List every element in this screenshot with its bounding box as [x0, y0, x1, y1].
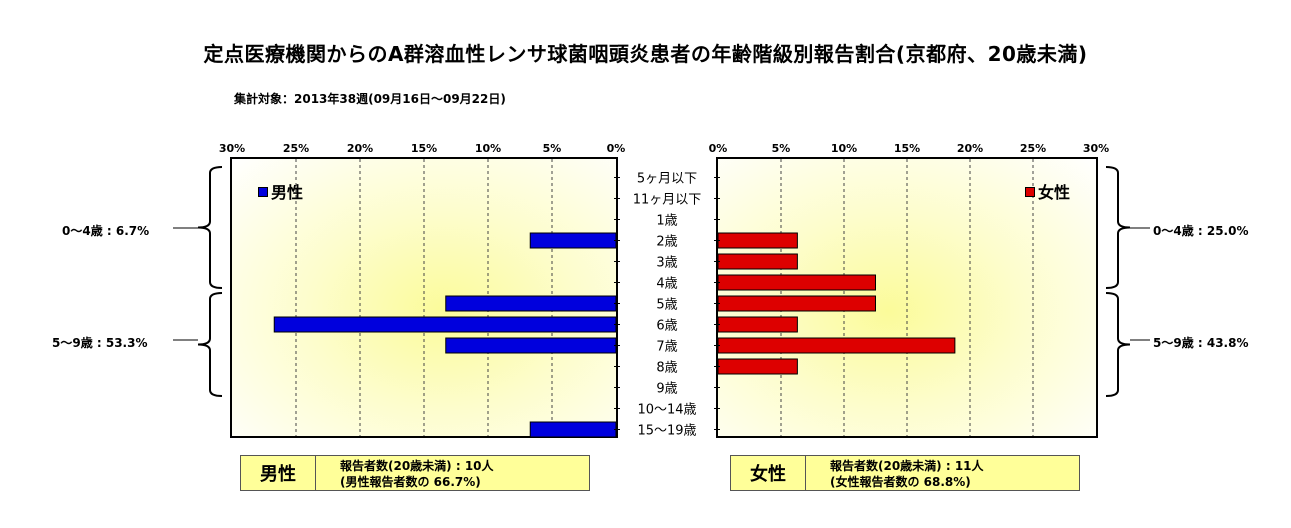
category-label: 5歳	[656, 298, 677, 313]
category-label: 15～19歳	[637, 424, 696, 439]
female-bar	[717, 232, 798, 249]
female-x-tick-label: 0%	[709, 142, 728, 155]
male-bar	[445, 295, 617, 312]
female-summary-count: 報告者数(20歳未満) : 11人	[830, 459, 984, 473]
female-legend-swatch	[1025, 186, 1035, 197]
female-bar	[717, 295, 876, 312]
male-summary-sex: 男性	[241, 456, 316, 490]
female-x-tick-label: 5%	[772, 142, 791, 155]
male-x-tick-label: 5%	[543, 142, 562, 155]
male-group-label-0-4: 0～4歳 : 6.7%	[62, 224, 150, 238]
male-summary-count: 報告者数(20歳未満) : 10人	[340, 459, 494, 473]
female-bar	[717, 274, 876, 291]
male-summary-ratio: (男性報告者数の 66.7%)	[340, 475, 481, 489]
male-group-label-5-9: 5～9歳 : 53.3%	[52, 336, 148, 350]
category-label: 2歳	[656, 235, 677, 250]
female-x-tick-label: 25%	[1020, 142, 1046, 155]
chart-title: 定点医療機関からのA群溶血性レンサ球菌咽頭炎患者の年齢階級別報告割合(京都府、2…	[203, 42, 1088, 66]
male-bar	[529, 421, 617, 438]
male-x-tick-label: 25%	[283, 142, 309, 155]
female-bar	[717, 253, 798, 270]
male-x-tick-label: 20%	[347, 142, 373, 155]
female-summary-sex: 女性	[731, 456, 806, 490]
chart-subtitle: 集計対象：2013年38週(09月16日～09月22日)	[234, 92, 506, 106]
category-label: 5ヶ月以下	[637, 172, 697, 187]
female-bar	[717, 316, 798, 333]
male-x-tick-label: 10%	[475, 142, 501, 155]
female-x-tick-label: 15%	[894, 142, 920, 155]
category-label: 7歳	[656, 340, 677, 355]
female-summary-box: 女性 報告者数(20歳未満) : 11人 (女性報告者数の 68.8%)	[730, 455, 1080, 491]
male-brace-5-9	[197, 292, 223, 397]
category-label: 11ヶ月以下	[633, 193, 702, 208]
category-label: 9歳	[656, 382, 677, 397]
male-x-tick-label: 15%	[411, 142, 437, 155]
male-brace-0-4	[197, 166, 223, 289]
male-bar	[529, 232, 617, 249]
male-x-tick-label: 0%	[607, 142, 626, 155]
female-bar	[717, 337, 956, 354]
female-bar	[717, 358, 798, 375]
category-label: 10～14歳	[637, 403, 696, 418]
category-label: 1歳	[656, 214, 677, 229]
male-bar	[273, 316, 617, 333]
female-group-label-0-4: 0～4歳 : 25.0%	[1153, 224, 1249, 238]
female-brace-5-9	[1105, 292, 1131, 397]
male-legend-swatch	[258, 186, 268, 197]
female-summary-detail: 報告者数(20歳未満) : 11人 (女性報告者数の 68.8%)	[806, 456, 984, 490]
female-brace-0-4	[1105, 166, 1131, 289]
category-label: 6歳	[656, 319, 677, 334]
female-x-tick-label: 20%	[957, 142, 983, 155]
category-label: 8歳	[656, 361, 677, 376]
female-legend: 女性	[1025, 179, 1070, 203]
female-x-tick-label: 10%	[831, 142, 857, 155]
category-label: 4歳	[656, 277, 677, 292]
male-legend-label: 男性	[271, 183, 304, 202]
male-summary-detail: 報告者数(20歳未満) : 10人 (男性報告者数の 66.7%)	[316, 456, 494, 490]
female-summary-ratio: (女性報告者数の 68.8%)	[830, 475, 971, 489]
male-summary-box: 男性 報告者数(20歳未満) : 10人 (男性報告者数の 66.7%)	[240, 455, 590, 491]
female-x-tick-label: 30%	[1083, 142, 1109, 155]
female-legend-label: 女性	[1038, 183, 1071, 202]
male-legend: 男性	[258, 179, 303, 203]
female-group-label-5-9: 5～9歳 : 43.8%	[1153, 336, 1249, 350]
male-x-tick-label: 30%	[219, 142, 245, 155]
category-label: 3歳	[656, 256, 677, 271]
male-bar	[445, 337, 617, 354]
